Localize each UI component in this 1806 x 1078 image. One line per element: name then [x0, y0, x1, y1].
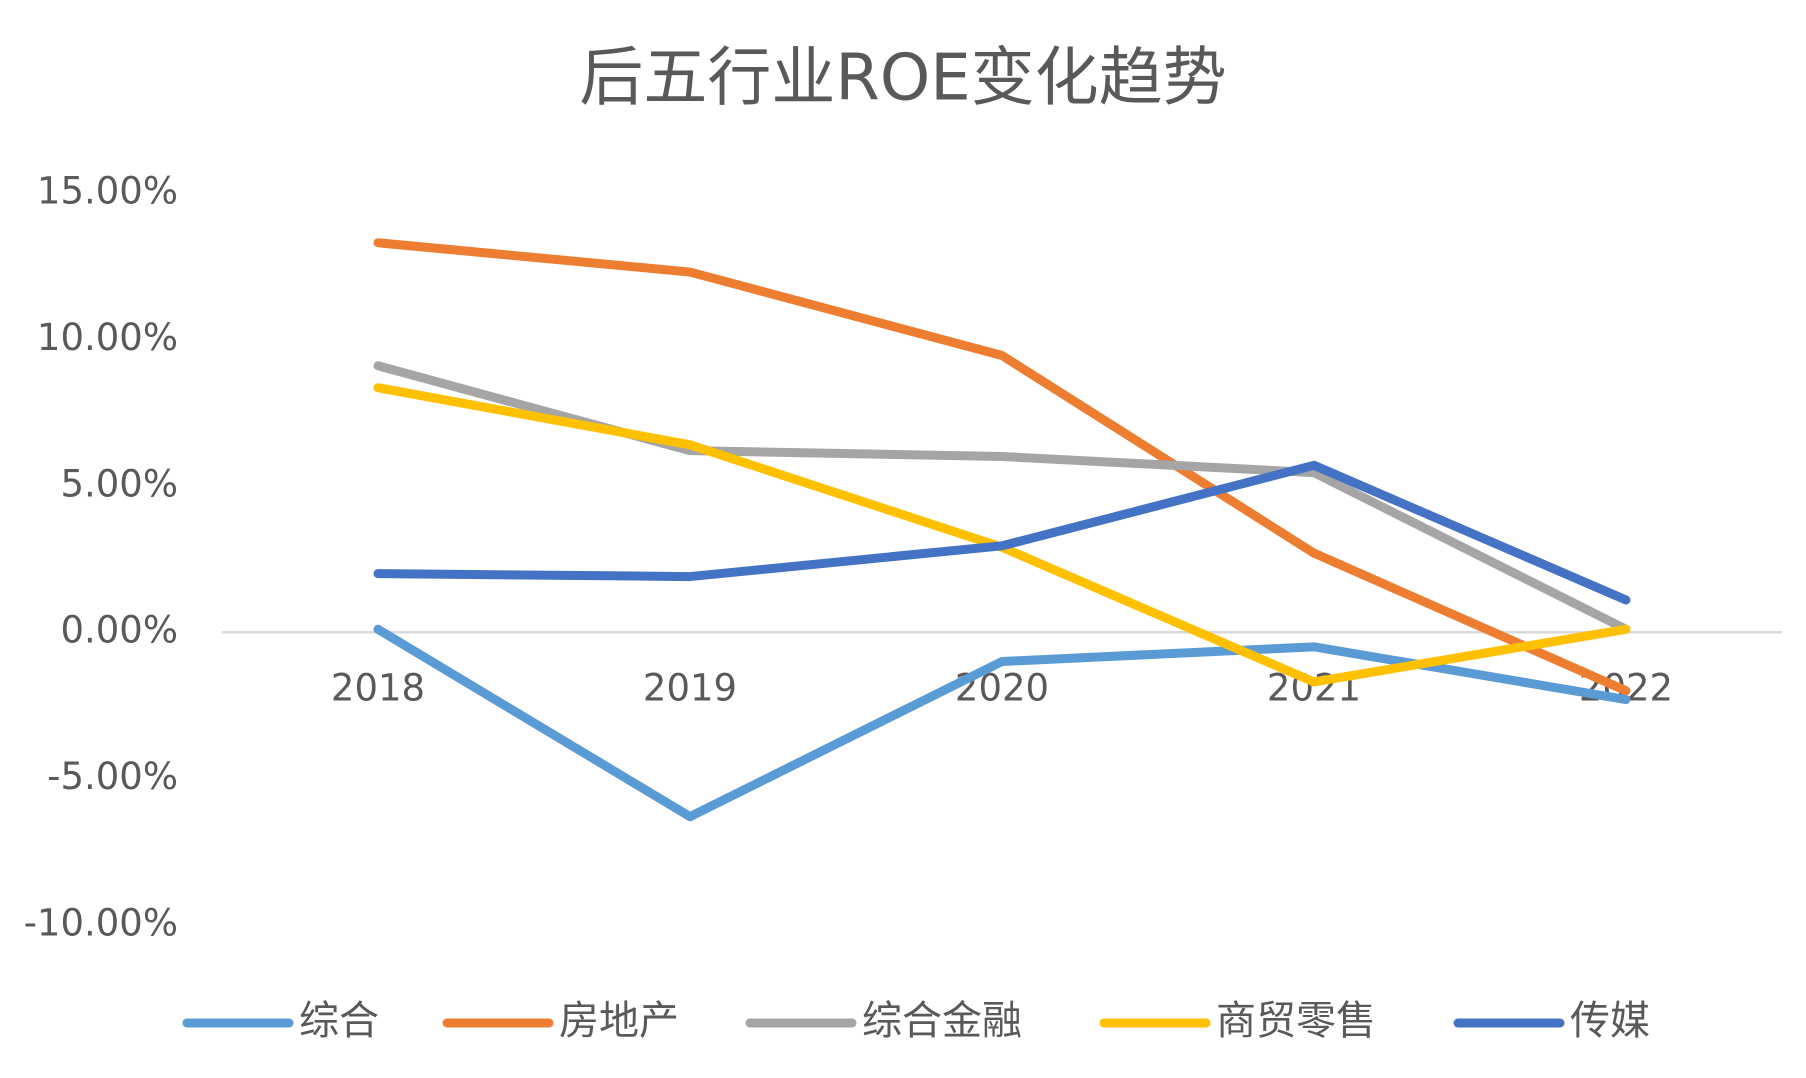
x-tick-label: 2018: [331, 667, 425, 710]
y-tick-label: 5.00%: [60, 462, 178, 505]
series-line: [373, 460, 1631, 605]
y-tick-label: 15.00%: [37, 170, 178, 213]
legend-label: 综合金融: [862, 998, 1022, 1044]
y-tick-label: 0.00%: [60, 609, 178, 652]
chart-title: 后五行业ROE变化趋势: [579, 42, 1226, 116]
series-line: [373, 361, 1631, 634]
x-tick-label: 2019: [643, 667, 737, 710]
y-tick-label: -10.00%: [24, 902, 178, 945]
series-line: [373, 238, 1631, 696]
legend-label: 综合: [299, 998, 379, 1044]
legend-label: 传媒: [1570, 998, 1650, 1044]
legend-label: 房地产: [559, 998, 679, 1044]
y-tick-label: 10.00%: [37, 316, 178, 359]
y-tick-label: -5.00%: [47, 755, 178, 798]
legend-label: 商贸零售: [1216, 998, 1376, 1044]
